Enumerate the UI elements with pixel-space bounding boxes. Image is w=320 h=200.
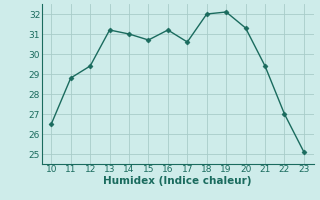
X-axis label: Humidex (Indice chaleur): Humidex (Indice chaleur)	[103, 176, 252, 186]
